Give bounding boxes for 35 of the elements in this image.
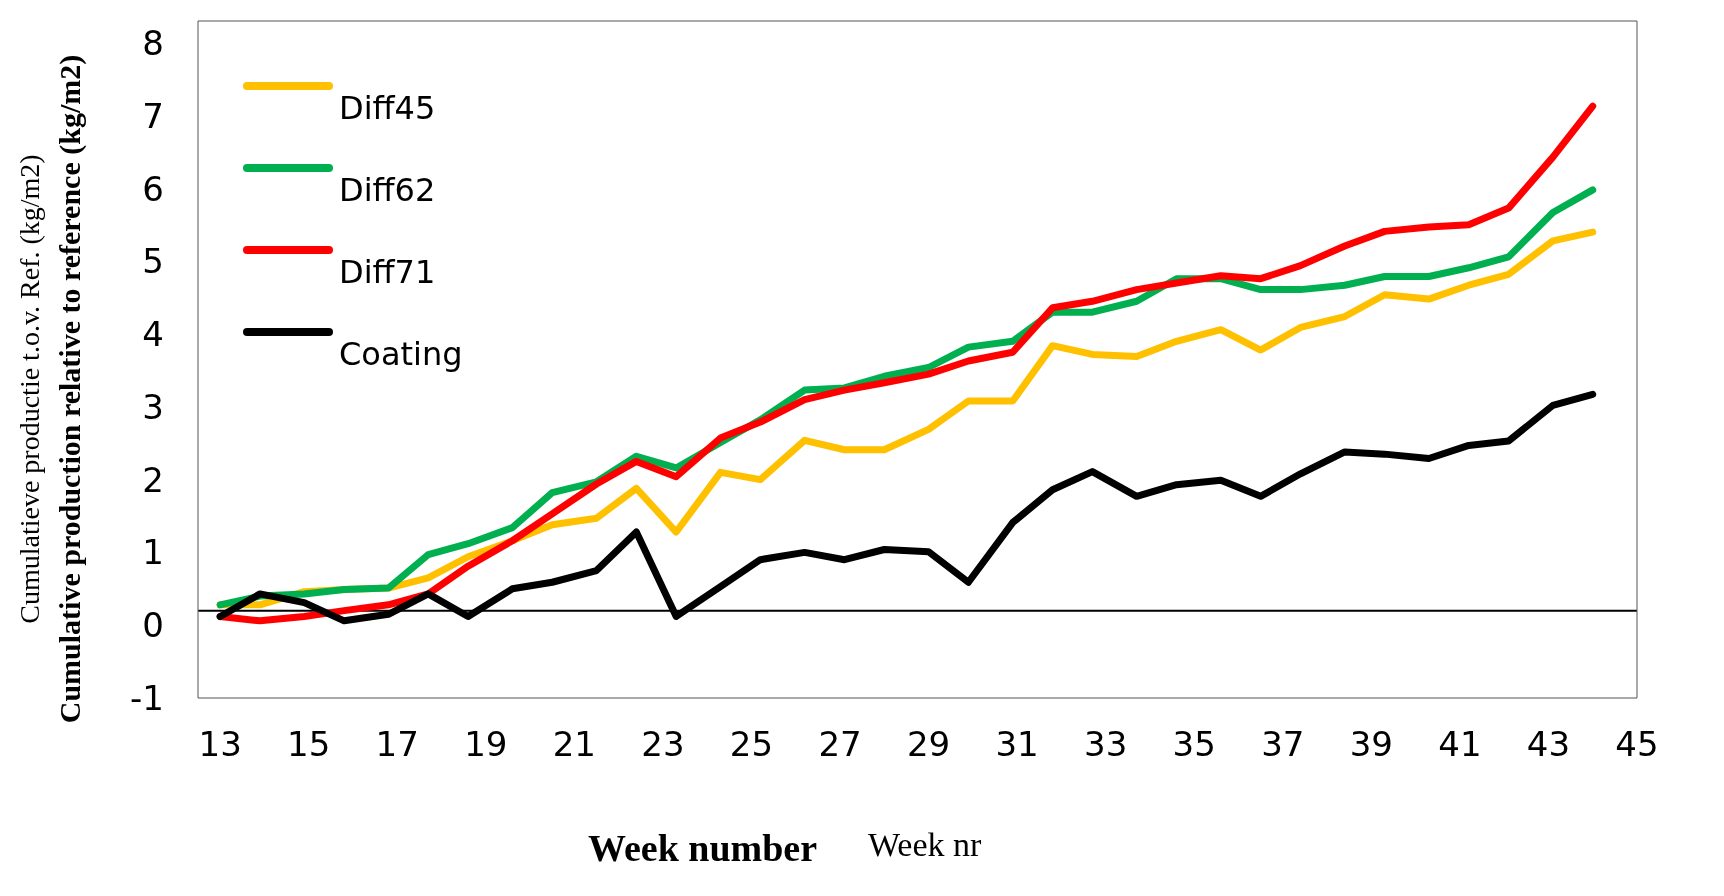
x-tick-label: 13 [198, 724, 242, 765]
x-tick-label: 21 [552, 724, 596, 765]
y-tick-label: 3 [142, 386, 164, 427]
legend-label: Diff71 [339, 253, 436, 291]
x-tick-label: 17 [375, 724, 419, 765]
legend-label: Diff45 [339, 89, 436, 127]
y-tick-label: -1 [130, 678, 164, 719]
y-tick-label: 1 [142, 532, 164, 573]
x-tick-label: 19 [464, 724, 508, 765]
x-tick-label: 37 [1261, 724, 1305, 765]
text: Week nr [868, 826, 982, 864]
x-tick-label: 41 [1438, 724, 1482, 765]
y-tick-label: 4 [142, 314, 164, 355]
x-tick-label: 43 [1526, 724, 1571, 765]
text: Cumulatieve productie t.o.v. Ref. (kg/m2) [14, 154, 46, 624]
legend-label: Coating [339, 335, 463, 373]
x-tick-label: 29 [906, 724, 951, 765]
legend-label: Diff62 [339, 171, 436, 209]
x-tick-label: 25 [729, 724, 774, 765]
y-tick-label: 7 [142, 95, 164, 136]
x-tick-label: 31 [995, 724, 1039, 765]
x-tick-label: 15 [287, 724, 331, 765]
x-tick-label: 35 [1172, 724, 1216, 765]
y-tick-label: 8 [142, 22, 164, 63]
y-axis-title: Cumulative production relative to reference (kg/m2) [53, 54, 87, 724]
x-tick-label: 39 [1349, 724, 1393, 765]
y-tick-label: 5 [142, 241, 164, 282]
x-axis-title: Week number [588, 826, 818, 870]
x-tick-label: 27 [818, 724, 862, 765]
x-tick-label: 45 [1615, 724, 1659, 765]
y-tick-label: 2 [142, 459, 164, 500]
y-tick-label: 0 [142, 605, 164, 646]
x-tick-label: 33 [1084, 724, 1128, 765]
y-tick-label: 6 [142, 168, 164, 209]
x-tick-label: 23 [641, 724, 685, 765]
